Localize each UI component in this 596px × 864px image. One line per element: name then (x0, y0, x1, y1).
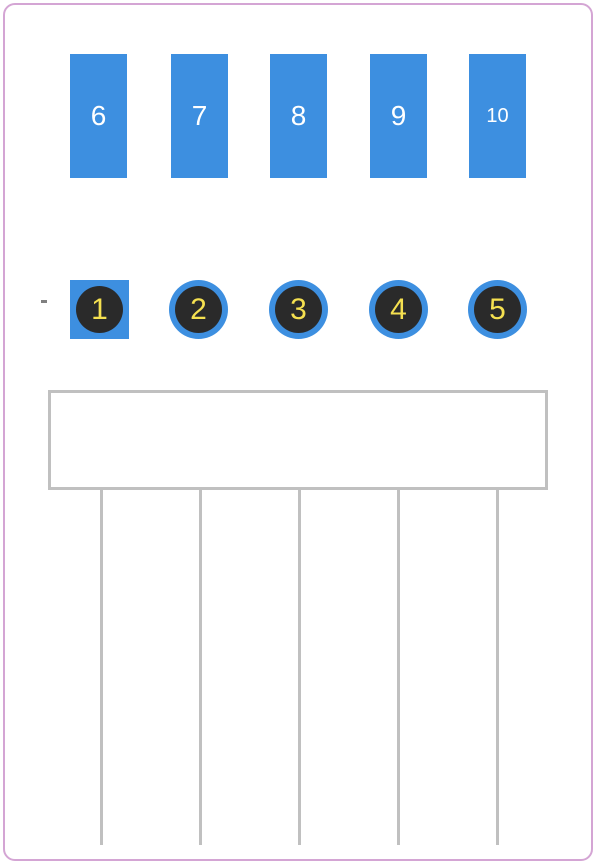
pth-pad-label: 5 (489, 293, 506, 327)
pin-lead-5 (496, 490, 499, 845)
component-body (48, 390, 548, 490)
tick-mark (41, 300, 47, 303)
smd-pad-8: 8 (270, 54, 327, 178)
pin-lead-3 (298, 490, 301, 845)
smd-pad-6: 6 (70, 54, 127, 178)
smd-pad-label: 10 (486, 105, 508, 128)
smd-pad-9: 9 (370, 54, 427, 178)
pth-pad-1: 1 (76, 286, 123, 333)
pth-pad-3: 3 (275, 286, 322, 333)
pth-pad-4: 4 (375, 286, 422, 333)
smd-pad-label: 9 (391, 100, 407, 132)
smd-pad-label: 6 (91, 100, 107, 132)
smd-pad-7: 7 (171, 54, 228, 178)
pth-pad-2: 2 (175, 286, 222, 333)
smd-pad-label: 8 (291, 100, 307, 132)
pth-pad-label: 1 (91, 293, 108, 327)
smd-pad-10: 10 (469, 54, 526, 178)
pth-pad-label: 4 (390, 293, 407, 327)
pin-lead-2 (199, 490, 202, 845)
smd-pad-label: 7 (192, 100, 208, 132)
pin-lead-1 (100, 490, 103, 845)
pth-pad-label: 2 (190, 293, 207, 327)
pth-pad-5: 5 (474, 286, 521, 333)
pin-lead-4 (397, 490, 400, 845)
pth-pad-label: 3 (290, 293, 307, 327)
